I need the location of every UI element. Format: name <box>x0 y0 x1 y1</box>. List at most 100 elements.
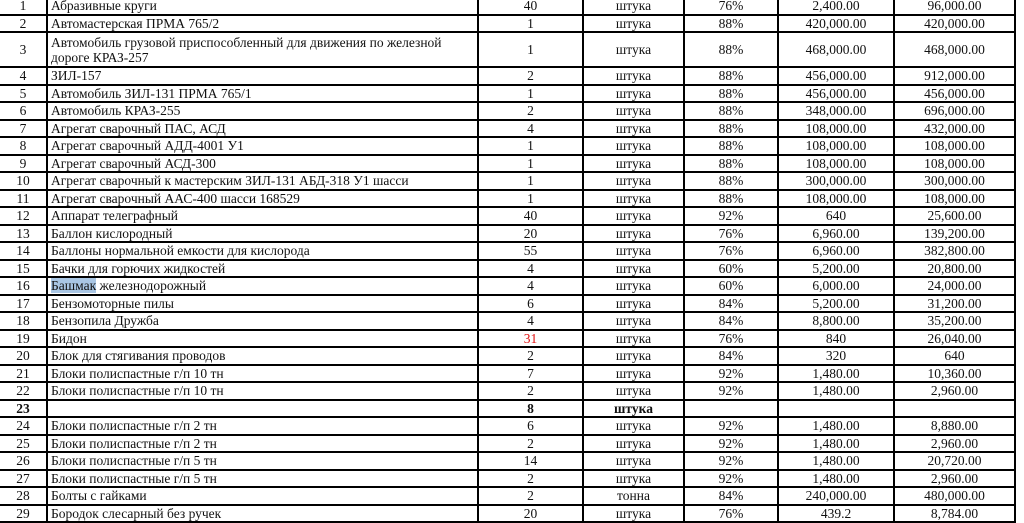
quantity-cell[interactable]: 6 <box>477 293 584 313</box>
item-name-cell[interactable]: Агрегат сварочный АДД-4001 У1 <box>46 136 479 156</box>
percent-cell[interactable]: 88% <box>683 153 779 173</box>
row-number-cell[interactable]: 17 <box>0 293 48 313</box>
row-number-cell[interactable]: 3 <box>0 31 48 68</box>
unit-cell[interactable]: штука <box>582 381 685 401</box>
item-name-cell[interactable]: Блоки полиспастные г/п 10 тн <box>46 381 479 401</box>
row-number-cell[interactable]: 1 <box>0 0 48 16</box>
row-number-cell[interactable]: 4 <box>0 66 48 86</box>
quantity-cell[interactable]: 2 <box>477 101 584 121</box>
row-number-cell[interactable]: 9 <box>0 153 48 173</box>
unit-cell[interactable]: штука <box>582 503 685 523</box>
quantity-cell[interactable]: 20 <box>477 223 584 243</box>
unit-cell[interactable]: штука <box>582 468 685 488</box>
quantity-cell[interactable]: 2 <box>477 381 584 401</box>
unit-cell[interactable]: штука <box>582 206 685 226</box>
percent-cell[interactable]: 88% <box>683 66 779 86</box>
quantity-cell[interactable]: 1 <box>477 153 584 173</box>
unit-cell[interactable]: штука <box>582 153 685 173</box>
unit-price-cell[interactable]: 6,960.00 <box>777 223 895 243</box>
percent-cell[interactable]: 92% <box>683 416 779 436</box>
percent-cell[interactable]: 92% <box>683 468 779 488</box>
quantity-cell[interactable]: 1 <box>477 83 584 103</box>
item-name-cell[interactable]: Баллоны нормальной емкости для кислорода <box>46 241 479 261</box>
row-number-cell[interactable]: 5 <box>0 83 48 103</box>
row-number-cell[interactable]: 2 <box>0 13 48 33</box>
unit-cell[interactable]: штука <box>582 416 685 436</box>
total-amount-cell[interactable]: 24,000.00 <box>893 276 1016 296</box>
percent-cell[interactable]: 88% <box>683 31 779 68</box>
row-number-cell[interactable]: 18 <box>0 311 48 331</box>
unit-cell[interactable]: тонна <box>582 486 685 506</box>
item-name-cell[interactable]: Агрегат сварочный ААС-400 шасси 168529 <box>46 188 479 208</box>
unit-price-cell[interactable]: 2,400.00 <box>777 0 895 16</box>
unit-price-cell[interactable]: 348,000.00 <box>777 101 895 121</box>
unit-price-cell[interactable]: 300,000.00 <box>777 171 895 191</box>
quantity-cell[interactable]: 7 <box>477 363 584 383</box>
row-number-cell[interactable]: 12 <box>0 206 48 226</box>
unit-price-cell[interactable]: 1,480.00 <box>777 468 895 488</box>
quantity-cell[interactable]: 8 <box>477 398 584 418</box>
row-number-cell[interactable]: 21 <box>0 363 48 383</box>
unit-price-cell[interactable]: 420,000.00 <box>777 13 895 33</box>
quantity-cell[interactable]: 55 <box>477 241 584 261</box>
unit-cell[interactable]: штука <box>582 171 685 191</box>
percent-cell[interactable]: 84% <box>683 486 779 506</box>
unit-price-cell[interactable]: 5,200.00 <box>777 258 895 278</box>
percent-cell[interactable]: 88% <box>683 188 779 208</box>
total-amount-cell[interactable] <box>893 398 1016 418</box>
item-name-cell[interactable]: Бородок слесарный без ручек <box>46 503 479 523</box>
item-name-cell[interactable]: Башмак железнодорожный <box>46 276 479 296</box>
unit-price-cell[interactable]: 1,480.00 <box>777 451 895 471</box>
unit-cell[interactable]: штука <box>582 0 685 16</box>
item-name-cell[interactable]: Автомобиль КРАЗ-255 <box>46 101 479 121</box>
total-amount-cell[interactable]: 382,800.00 <box>893 241 1016 261</box>
unit-cell[interactable]: штука <box>582 66 685 86</box>
item-name-cell[interactable]: ЗИЛ-157 <box>46 66 479 86</box>
unit-cell[interactable]: штука <box>582 223 685 243</box>
unit-cell[interactable]: штука <box>582 101 685 121</box>
unit-cell[interactable]: штука <box>582 276 685 296</box>
item-name-cell[interactable]: Автомастерская ПРМА 765/2 <box>46 13 479 33</box>
item-name-cell[interactable]: Бензопила Дружба <box>46 311 479 331</box>
item-name-cell[interactable] <box>46 398 479 418</box>
row-number-cell[interactable]: 7 <box>0 118 48 138</box>
total-amount-cell[interactable]: 2,960.00 <box>893 381 1016 401</box>
total-amount-cell[interactable]: 300,000.00 <box>893 171 1016 191</box>
row-number-cell[interactable]: 14 <box>0 241 48 261</box>
quantity-cell[interactable]: 40 <box>477 0 584 16</box>
row-number-cell[interactable]: 16 <box>0 276 48 296</box>
percent-cell[interactable]: 92% <box>683 451 779 471</box>
unit-price-cell[interactable]: 1,480.00 <box>777 433 895 453</box>
unit-cell[interactable]: штука <box>582 451 685 471</box>
percent-cell[interactable]: 88% <box>683 83 779 103</box>
row-number-cell[interactable]: 20 <box>0 346 48 366</box>
unit-price-cell[interactable]: 240,000.00 <box>777 486 895 506</box>
row-number-cell[interactable]: 22 <box>0 381 48 401</box>
item-name-cell[interactable]: Болты с гайками <box>46 486 479 506</box>
unit-cell[interactable]: штука <box>582 363 685 383</box>
percent-cell[interactable]: 84% <box>683 346 779 366</box>
quantity-cell[interactable]: 2 <box>477 66 584 86</box>
item-name-cell[interactable]: Агрегат сварочный к мастерским ЗИЛ-131 А… <box>46 171 479 191</box>
unit-cell[interactable]: штука <box>582 328 685 348</box>
unit-price-cell[interactable]: 5,200.00 <box>777 293 895 313</box>
percent-cell[interactable]: 84% <box>683 293 779 313</box>
percent-cell[interactable]: 88% <box>683 101 779 121</box>
unit-price-cell[interactable]: 320 <box>777 346 895 366</box>
percent-cell[interactable] <box>683 398 779 418</box>
total-amount-cell[interactable]: 26,040.00 <box>893 328 1016 348</box>
item-name-cell[interactable]: Автомобиль грузовой приспособленный для … <box>46 31 479 68</box>
quantity-cell[interactable]: 2 <box>477 486 584 506</box>
total-amount-cell[interactable]: 420,000.00 <box>893 13 1016 33</box>
row-number-cell[interactable]: 8 <box>0 136 48 156</box>
quantity-cell[interactable]: 2 <box>477 433 584 453</box>
item-name-cell[interactable]: Блоки полиспастные г/п 5 тн <box>46 451 479 471</box>
percent-cell[interactable]: 92% <box>683 433 779 453</box>
total-amount-cell[interactable]: 20,800.00 <box>893 258 1016 278</box>
percent-cell[interactable]: 88% <box>683 136 779 156</box>
percent-cell[interactable]: 92% <box>683 363 779 383</box>
item-name-cell[interactable]: Агрегат сварочный АСД-300 <box>46 153 479 173</box>
unit-cell[interactable]: штука <box>582 398 685 418</box>
total-amount-cell[interactable]: 8,784.00 <box>893 503 1016 523</box>
row-number-cell[interactable]: 23 <box>0 398 48 418</box>
